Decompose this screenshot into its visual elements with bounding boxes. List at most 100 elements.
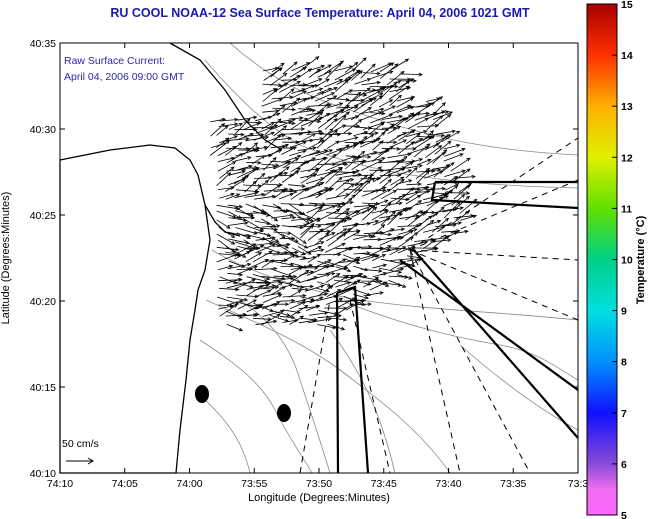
current-vector-head <box>269 308 274 312</box>
current-vector <box>281 170 299 183</box>
colorbar-tick-label: 5 <box>621 510 627 519</box>
current-vector-head <box>243 297 249 302</box>
current-vector <box>280 209 303 215</box>
current-vector <box>306 88 323 94</box>
current-vector <box>369 166 382 177</box>
current-vector <box>289 167 301 178</box>
current-vector-head <box>423 130 428 134</box>
colorbar-tick-label: 6 <box>621 459 627 471</box>
current-vector <box>325 228 347 242</box>
current-vector <box>217 265 233 271</box>
current-vector <box>289 266 303 275</box>
current-vector-head <box>422 186 428 191</box>
current-vector <box>381 247 399 253</box>
current-vector <box>325 298 343 305</box>
current-vector-head <box>465 191 471 196</box>
current-vector <box>378 99 393 108</box>
current-vector <box>316 133 333 149</box>
current-vector-head <box>399 235 405 240</box>
current-vector-head <box>461 147 466 152</box>
current-vector-head <box>263 145 269 150</box>
current-vector-head <box>253 265 258 270</box>
current-vector-head <box>292 215 297 220</box>
current-vector <box>307 253 321 263</box>
current-timestamp: April 04, 2006 09:00 GMT <box>64 71 185 83</box>
current-vector-head <box>345 211 350 216</box>
current-vector <box>327 217 352 220</box>
current-vector <box>407 241 428 247</box>
current-vector-head <box>353 281 358 285</box>
current-vector <box>300 116 323 127</box>
current-vector-head <box>417 200 423 204</box>
current-vector <box>389 85 410 100</box>
current-vector-head <box>405 85 410 90</box>
current-vector-head <box>367 155 372 159</box>
current-vector-head <box>327 87 333 92</box>
current-vector-head <box>286 242 291 247</box>
current-vector-head <box>390 62 395 67</box>
current-vector <box>353 205 372 208</box>
current-vector-head <box>457 221 463 225</box>
current-vector <box>379 86 398 89</box>
current-vector <box>227 272 243 276</box>
current-vector-head <box>464 229 469 234</box>
current-vector <box>397 236 414 248</box>
current-vector-head <box>246 251 251 255</box>
current-vector <box>262 294 282 303</box>
current-vector <box>371 254 386 261</box>
current-vector-head <box>417 194 422 199</box>
current-vector <box>379 179 392 191</box>
current-vector <box>353 294 369 299</box>
current-vector-head <box>318 87 324 92</box>
current-vector-head <box>431 239 437 244</box>
y-tick-label: 40:15 <box>30 382 56 394</box>
current-vector-head <box>453 176 459 180</box>
current-vector <box>291 107 310 116</box>
current-vector-head <box>345 179 351 183</box>
current-vector <box>252 250 273 263</box>
current-vector-head <box>397 80 402 84</box>
current-vector <box>282 155 301 163</box>
current-vector <box>416 159 431 166</box>
current-vector <box>289 315 304 325</box>
current-vector-head <box>234 122 239 127</box>
current-vector <box>333 171 356 174</box>
current-vector <box>255 237 276 241</box>
current-vector <box>210 123 225 137</box>
current-vector-head <box>277 118 282 123</box>
current-vector <box>354 174 368 186</box>
current-vector <box>327 323 345 330</box>
current-vector <box>306 109 324 121</box>
current-vector-head <box>329 128 334 133</box>
current-vector <box>397 141 415 155</box>
current-vector <box>261 276 285 280</box>
current-vector <box>397 245 415 254</box>
current-vector <box>316 113 330 122</box>
current-vector-head <box>230 166 235 171</box>
current-vector <box>281 251 298 254</box>
current-vector-head <box>322 156 327 161</box>
current-vector-head <box>465 195 470 200</box>
current-vector-head <box>248 164 253 169</box>
current-vector-head <box>299 225 304 230</box>
current-vector <box>317 281 331 287</box>
station-marker-2 <box>277 404 291 422</box>
current-vector <box>335 281 351 288</box>
current-vector-head <box>285 302 290 307</box>
current-vector <box>432 206 445 218</box>
current-vector <box>261 98 282 107</box>
current-vector-head <box>314 83 320 88</box>
current-vector-head <box>278 171 284 176</box>
current-vector-head <box>302 240 307 244</box>
current-vector-head <box>252 299 258 303</box>
current-vector <box>263 232 280 243</box>
current-vector-head <box>427 158 432 163</box>
current-vector <box>314 232 329 246</box>
current-vector-head <box>393 81 398 86</box>
current-vector <box>305 177 324 185</box>
current-vector-head <box>378 279 383 284</box>
current-vector-head <box>303 223 308 228</box>
current-vector <box>252 318 271 320</box>
current-vector-head <box>356 70 361 74</box>
current-vector <box>289 301 306 310</box>
